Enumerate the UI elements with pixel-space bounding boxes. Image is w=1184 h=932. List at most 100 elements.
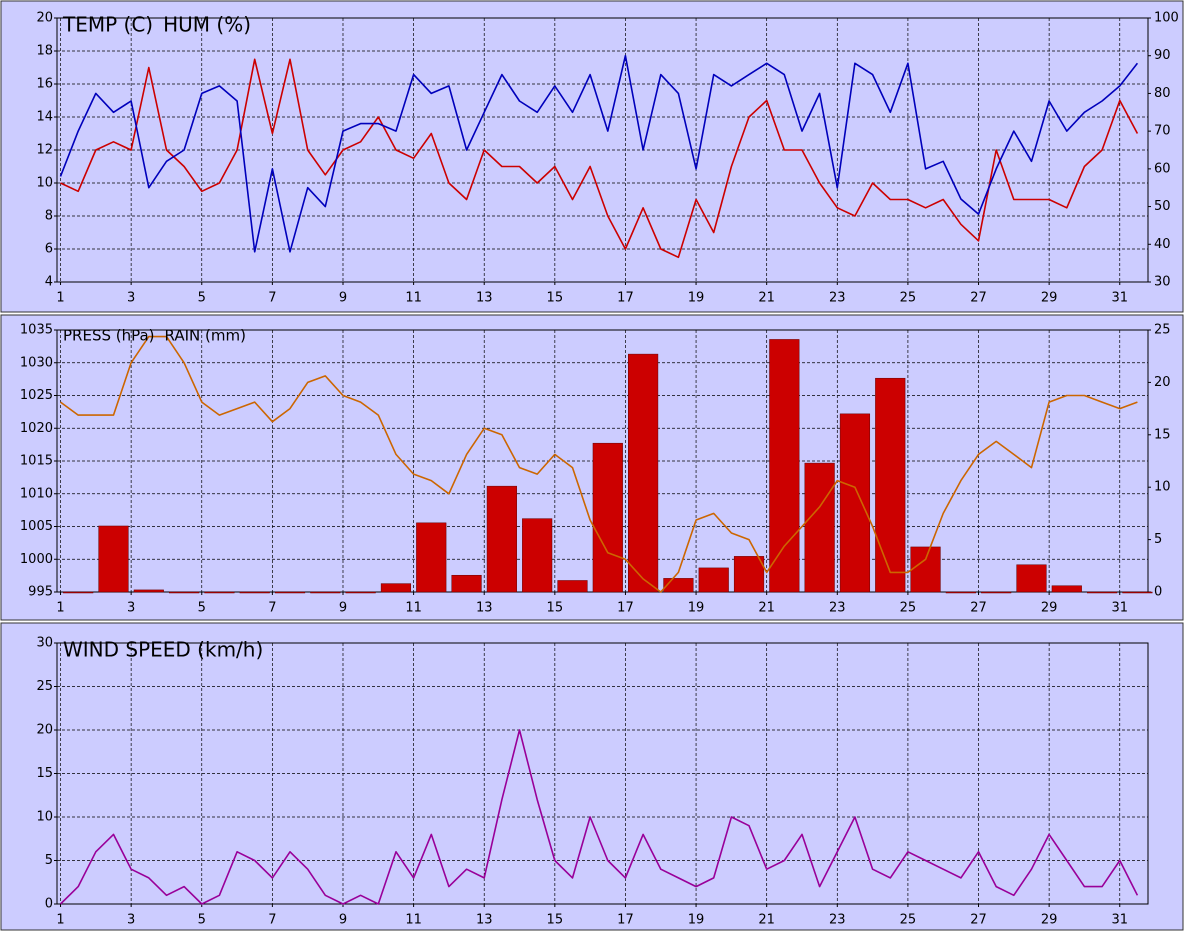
bar xyxy=(1122,591,1153,594)
x-tick-label: 31 xyxy=(1111,913,1128,928)
x-tick-label: 13 xyxy=(476,601,493,616)
bar xyxy=(769,339,800,593)
series-line xyxy=(59,54,1139,253)
y2-tick-label: 50 xyxy=(1154,199,1171,214)
x-tick-label: 3 xyxy=(127,291,135,306)
legend-entry: TEMP (C) xyxy=(62,13,153,37)
y-tick-label: 1005 xyxy=(20,519,53,534)
y-tick-label: 10 xyxy=(36,810,53,825)
x-tick-label: 1 xyxy=(56,291,64,306)
y-tick-label: 1010 xyxy=(20,486,53,501)
x-tick-label: 13 xyxy=(476,913,493,928)
x-tick-label: 7 xyxy=(268,913,276,928)
y-tick-label: 18 xyxy=(36,44,53,59)
y2-tick-label: 60 xyxy=(1154,161,1171,176)
y2-tick-label: 70 xyxy=(1154,124,1171,139)
x-tick-label: 15 xyxy=(547,291,564,306)
y-tick-label: 20 xyxy=(36,11,53,26)
bar xyxy=(133,589,164,593)
bar xyxy=(733,556,765,593)
bar xyxy=(804,462,835,593)
bar xyxy=(1016,564,1047,593)
x-tick-label: 13 xyxy=(476,291,493,306)
bar xyxy=(981,591,1012,594)
bar xyxy=(310,591,341,594)
y2-tick-label: 40 xyxy=(1154,237,1171,252)
x-tick-label: 19 xyxy=(688,291,705,306)
x-tick-label: 5 xyxy=(198,601,206,616)
x-tick-label: 19 xyxy=(688,913,705,928)
x-tick-label: 23 xyxy=(829,601,846,616)
y2-tick-label: 5 xyxy=(1154,532,1162,547)
x-tick-label: 27 xyxy=(970,601,987,616)
x-tick-label: 21 xyxy=(758,601,775,616)
y-tick-label: 6 xyxy=(45,242,53,257)
bar xyxy=(663,578,694,593)
bar xyxy=(839,413,871,593)
y-tick-label: 15 xyxy=(36,766,53,781)
x-tick-label: 19 xyxy=(688,601,705,616)
y-tick-label: 0 xyxy=(45,897,53,912)
y2-tick-label: 15 xyxy=(1154,427,1171,442)
bar xyxy=(451,574,482,593)
x-tick-label: 3 xyxy=(127,913,135,928)
x-tick-label: 27 xyxy=(970,291,987,306)
x-tick-label: 3 xyxy=(127,601,135,616)
y-tick-label: 16 xyxy=(36,77,53,92)
bar xyxy=(945,591,976,594)
x-tick-label: 29 xyxy=(1041,913,1058,928)
y2-tick-label: 10 xyxy=(1154,480,1171,495)
x-tick-label: 11 xyxy=(405,601,422,616)
bar xyxy=(592,442,623,593)
y-tick-label: 1015 xyxy=(20,454,53,469)
x-tick-label: 17 xyxy=(617,291,634,306)
legend-entry: WIND SPEED (km/h) xyxy=(63,638,263,662)
y-tick-label: 1025 xyxy=(20,388,53,403)
bar xyxy=(380,583,412,593)
x-tick-label: 1 xyxy=(56,913,64,928)
x-tick-label: 11 xyxy=(405,291,422,306)
bar xyxy=(910,546,941,593)
y-tick-label: 25 xyxy=(36,679,53,694)
legend-entry: HUM (%) xyxy=(163,13,251,37)
y2-tick-label: 25 xyxy=(1154,323,1171,338)
y-tick-label: 1020 xyxy=(20,421,53,436)
y-tick-label: 1035 xyxy=(20,323,53,338)
bar xyxy=(875,377,906,593)
x-tick-label: 9 xyxy=(339,601,347,616)
bar xyxy=(239,591,270,594)
y-tick-label: 1000 xyxy=(20,552,53,567)
y2-tick-label: 90 xyxy=(1154,48,1171,63)
y2-tick-label: 100 xyxy=(1154,11,1179,26)
x-tick-label: 7 xyxy=(268,601,276,616)
bar xyxy=(98,525,129,593)
x-tick-label: 25 xyxy=(900,913,917,928)
y-tick-label: 20 xyxy=(36,723,53,738)
x-tick-label: 31 xyxy=(1111,291,1128,306)
y-tick-label: 1030 xyxy=(20,355,53,370)
x-tick-label: 5 xyxy=(198,913,206,928)
x-tick-label: 9 xyxy=(339,291,347,306)
x-tick-label: 29 xyxy=(1041,291,1058,306)
bar xyxy=(486,485,517,593)
x-tick-label: 21 xyxy=(758,913,775,928)
series-line xyxy=(60,335,1138,593)
bar xyxy=(274,591,306,594)
bar xyxy=(557,580,588,593)
x-tick-label: 9 xyxy=(339,913,347,928)
x-tick-label: 25 xyxy=(900,601,917,616)
series-line xyxy=(60,58,1139,259)
bar xyxy=(63,591,94,594)
y-tick-label: 8 xyxy=(45,209,53,224)
x-tick-label: 17 xyxy=(617,913,634,928)
x-tick-label: 17 xyxy=(617,601,634,616)
x-tick-label: 23 xyxy=(829,291,846,306)
x-tick-label: 21 xyxy=(758,291,775,306)
bar xyxy=(628,353,659,593)
x-tick-label: 31 xyxy=(1111,601,1128,616)
x-tick-label: 5 xyxy=(198,291,206,306)
y2-tick-label: 0 xyxy=(1154,585,1162,600)
y-tick-label: 10 xyxy=(36,176,53,191)
bar xyxy=(698,567,729,593)
